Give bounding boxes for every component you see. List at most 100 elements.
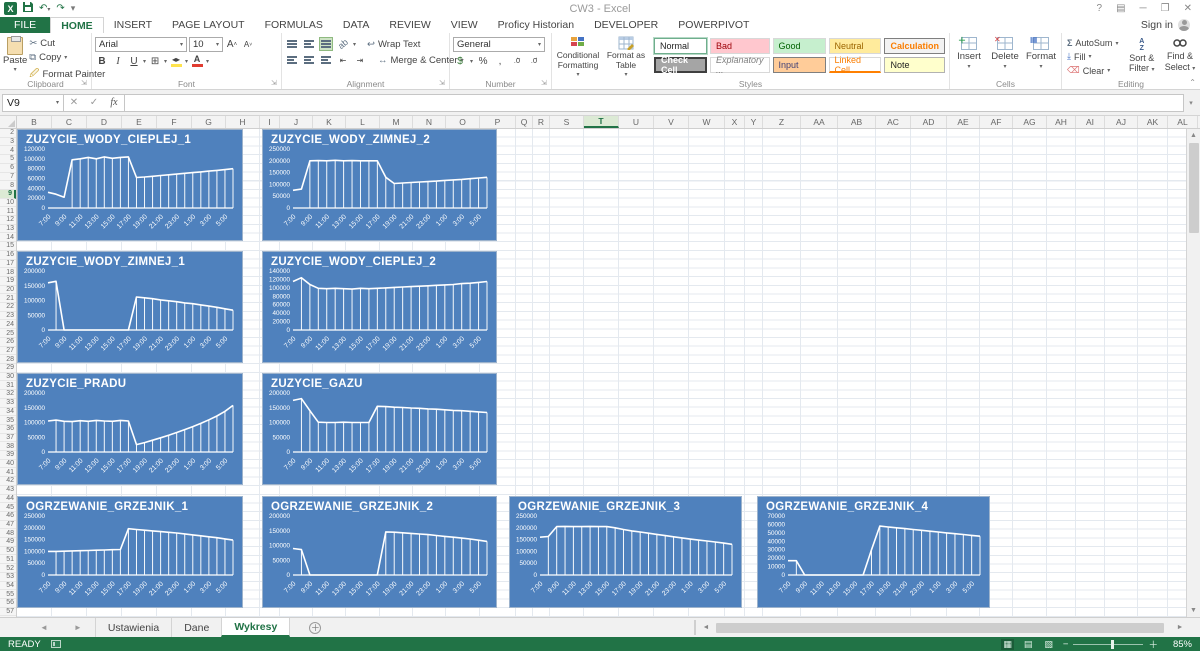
column-header-C[interactable]: C <box>52 116 87 128</box>
row-header-39[interactable]: 39 <box>0 451 16 460</box>
column-header-V[interactable]: V <box>654 116 689 128</box>
next-sheet-icon[interactable]: ► <box>73 623 82 632</box>
insert-cells-button[interactable]: ＋ Insert ▾ <box>957 36 981 70</box>
fill-button[interactable]: ⤓ Fill ▾ <box>1067 51 1092 62</box>
cell-style-good[interactable]: Good <box>772 38 826 54</box>
column-header-AK[interactable]: AK <box>1138 116 1168 128</box>
column-header-U[interactable]: U <box>619 116 654 128</box>
row-header-7[interactable]: 7 <box>0 173 16 182</box>
row-header-32[interactable]: 32 <box>0 390 16 399</box>
font-color-icon[interactable]: A <box>190 54 204 68</box>
row-header-31[interactable]: 31 <box>0 381 16 391</box>
row-header-45[interactable]: 45 <box>0 503 16 512</box>
fill-color-icon[interactable]: ◂▸ <box>169 54 183 68</box>
chart-zuzycie-gazu[interactable]: ZUZYCIE_GAZU 0 50000 100000 150000 200000 7:00… <box>262 373 497 485</box>
row-header-40[interactable]: 40 <box>0 460 16 469</box>
zoom-slider-track[interactable] <box>1073 639 1144 649</box>
row-header-50[interactable]: 50 <box>0 547 16 556</box>
font-size-select[interactable]: 10 ▾ <box>189 37 223 52</box>
column-header-AJ[interactable]: AJ <box>1105 116 1138 128</box>
column-header-L[interactable]: L <box>346 116 380 128</box>
ribbon-tab-page-layout[interactable]: PAGE LAYOUT <box>172 19 245 31</box>
cancel-icon[interactable]: ✕ <box>69 97 79 108</box>
macro-record-icon[interactable] <box>50 640 61 648</box>
tab-scroll-divider[interactable] <box>694 620 696 635</box>
column-header-T[interactable]: T <box>584 116 619 128</box>
alignment-dialog-launcher-icon[interactable]: ⇲ <box>439 80 445 87</box>
horizontal-scroll-thumb[interactable] <box>716 622 1164 633</box>
cell-style-calculation[interactable]: Calculation <box>884 38 945 54</box>
column-header-AD[interactable]: AD <box>911 116 947 128</box>
sheet-tab-dane[interactable]: Dane <box>171 618 223 637</box>
ribbon-tab-file[interactable]: FILE <box>0 17 51 33</box>
name-box[interactable]: V9 ▾ <box>2 93 64 112</box>
row-header-5[interactable]: 5 <box>0 155 16 164</box>
column-header-Y[interactable]: Y <box>745 116 763 128</box>
decrease-decimal-icon[interactable]: .0⃗ <box>530 58 538 65</box>
row-header-56[interactable]: 56 <box>0 599 16 608</box>
row-header-10[interactable]: 10 <box>0 199 16 208</box>
row-header-19[interactable]: 19 <box>0 277 16 286</box>
scroll-down-icon[interactable]: ▼ <box>1190 607 1197 614</box>
comma-style-icon[interactable]: , <box>498 55 502 67</box>
ribbon-tab-view[interactable]: VIEW <box>450 19 478 31</box>
column-header-F[interactable]: F <box>157 116 192 128</box>
row-header-24[interactable]: 24 <box>0 320 16 330</box>
column-header-G[interactable]: G <box>192 116 226 128</box>
autosum-button[interactable]: Σ AutoSum ▾ <box>1067 38 1119 48</box>
formula-input[interactable] <box>125 93 1184 112</box>
paste-button[interactable]: Paste ▾ <box>3 35 27 78</box>
excel-app-icon[interactable]: X <box>4 2 17 15</box>
cell-style-check-cell[interactable]: Check Cell <box>654 55 707 75</box>
row-header-35[interactable]: 35 <box>0 416 16 425</box>
chart-zuzycie-pradu[interactable]: ZUZYCIE_PRADU 0 50000 100000 150000 200000 7:0… <box>17 373 243 485</box>
row-header-44[interactable]: 44 <box>0 495 16 504</box>
column-header-B[interactable]: B <box>17 116 52 128</box>
collapse-ribbon-icon[interactable]: ⌃ <box>1189 78 1196 87</box>
customize-qat-icon[interactable]: ▾ <box>70 3 76 13</box>
conditional-formatting-button[interactable]: Conditional Formatting ▾ <box>556 36 600 78</box>
row-header-28[interactable]: 28 <box>0 355 16 364</box>
column-header-N[interactable]: N <box>413 116 446 128</box>
select-all-corner[interactable] <box>0 116 17 128</box>
row-header-13[interactable]: 13 <box>0 225 16 234</box>
column-header-AE[interactable]: AE <box>947 116 980 128</box>
column-header-Z[interactable]: Z <box>763 116 801 128</box>
zoom-in-icon[interactable]: ＋ <box>1148 640 1158 651</box>
row-header-16[interactable]: 16 <box>0 251 16 260</box>
column-header-Q[interactable]: Q <box>516 116 533 128</box>
increase-decimal-icon[interactable]: .0⃖ <box>513 58 521 65</box>
row-header-52[interactable]: 52 <box>0 564 16 573</box>
middle-align-icon[interactable] <box>302 37 316 51</box>
font-family-select[interactable]: Arial ▾ <box>95 37 187 52</box>
font-dialog-launcher-icon[interactable]: ⇲ <box>271 80 277 87</box>
column-header-O[interactable]: O <box>446 116 480 128</box>
cell-style-neutral[interactable]: Neutral <box>828 38 882 54</box>
restore-icon[interactable]: ❐ <box>1160 3 1170 14</box>
row-header-33[interactable]: 33 <box>0 399 16 408</box>
bottom-align-icon[interactable] <box>319 37 333 51</box>
ribbon-tab-developer[interactable]: DEVELOPER <box>594 19 659 31</box>
zoom-percentage[interactable]: 85% <box>1172 638 1192 650</box>
chart-zuzycie-wody-cieplej-1[interactable]: ZUZYCIE_WODY_CIEPLEJ_1 0 20000 40000 60000 80… <box>17 129 243 241</box>
accounting-format-icon[interactable]: $ <box>457 55 463 67</box>
row-header-4[interactable]: 4 <box>0 146 16 156</box>
column-header-AC[interactable]: AC <box>876 116 911 128</box>
orientation-icon[interactable]: ab <box>335 36 351 52</box>
row-header-25[interactable]: 25 <box>0 329 16 338</box>
row-header-38[interactable]: 38 <box>0 442 16 452</box>
cell-style-note[interactable]: Note <box>884 57 945 73</box>
increase-indent-icon[interactable]: ⇥ <box>356 55 364 65</box>
format-painter-button[interactable]: 🖉 Format Painter <box>27 65 107 83</box>
row-header-23[interactable]: 23 <box>0 312 16 321</box>
align-center-icon[interactable] <box>302 53 316 67</box>
column-header-J[interactable]: J <box>280 116 313 128</box>
row-header-27[interactable]: 27 <box>0 347 16 356</box>
format-as-table-button[interactable]: Format as Table ▾ <box>604 36 648 78</box>
borders-icon[interactable]: ⊞ <box>150 55 160 67</box>
row-header-36[interactable]: 36 <box>0 425 16 434</box>
chart-ogrzewanie-grzejnik-3[interactable]: OGRZEWANIE_GRZEJNIK_3 0 50000 100000 150000 2… <box>509 496 742 608</box>
vertical-scroll-thumb[interactable] <box>1188 143 1199 233</box>
column-header-AG[interactable]: AG <box>1013 116 1047 128</box>
